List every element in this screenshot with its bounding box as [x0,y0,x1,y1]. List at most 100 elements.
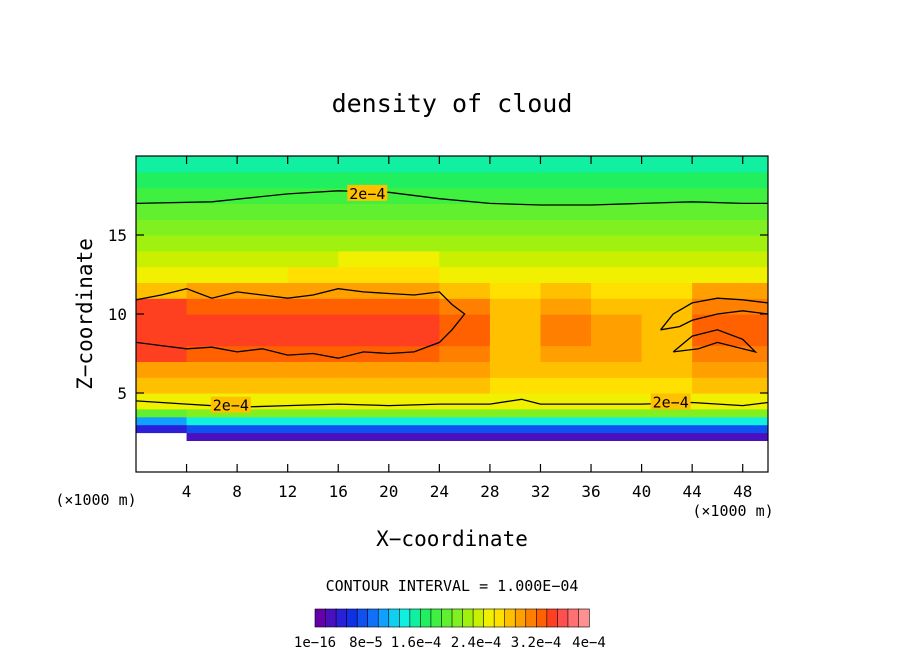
field-cell [641,219,693,236]
field-cell [439,416,491,426]
field-cell [237,282,289,299]
colorbar-swatch [504,608,516,628]
colorbar-swatch [325,608,337,628]
field-cell [489,266,542,283]
field-cell [237,408,289,418]
field-cell [742,329,768,347]
field-cell [641,408,693,418]
field-cell [237,361,289,378]
colorbar [314,608,590,628]
x-axis-ticks: 4 8 12 16 20 24 28 32 36 40 44 48 [182,156,752,501]
field-cell [489,298,542,315]
field-cell [641,432,693,441]
field-cell [489,345,542,362]
x-tick-label: 28 [480,482,499,501]
field-cell [439,298,491,315]
field-cell [237,298,289,315]
field-cell [388,329,440,347]
y-tick-label: 10 [108,305,127,324]
field-cell [692,408,744,418]
colorbar-swatch [578,608,590,628]
field-cell [692,432,744,441]
field-cell [186,235,238,252]
field-cell [439,282,491,299]
field-cell [136,416,188,426]
field-cell [742,187,768,204]
field-cell [338,282,390,299]
field-cell [338,298,390,315]
field-cell [692,345,744,362]
field-cell [540,203,592,220]
colorbar-swatch [493,608,506,628]
field-cell [641,424,693,434]
x-tick-label: 40 [632,482,651,501]
field-cell [692,156,744,173]
field-cell [186,314,238,331]
field-cell [489,432,542,441]
field-cell [742,314,768,331]
field-cell [692,416,744,426]
field-cell [540,219,592,236]
field-cell [489,393,542,410]
field-cell [591,266,643,283]
field-cell [641,235,693,252]
colorbar-tick-label: 1e−16 [294,635,336,651]
field-cell [540,282,592,299]
field-cell [692,361,744,378]
field-cell [237,171,289,189]
field-cell [338,432,390,441]
field-cell [237,424,289,434]
field-cell [287,314,339,331]
colorbar-swatch [536,608,548,628]
field-cell [439,171,491,189]
field-cell [591,424,643,434]
field-cell [186,377,238,394]
field-cell [439,377,491,394]
contour-upper-cloud-edge [136,288,466,359]
field-cell [591,250,643,268]
x-tick-label: 36 [581,482,600,501]
field-cell [136,361,188,378]
field-cell [388,393,440,410]
field-cell [136,377,188,394]
field-cell [591,393,643,410]
colorbar-swatch [356,608,369,628]
x-tick-label: 4 [182,482,192,501]
field-cell [439,250,491,268]
field-cell [591,416,643,426]
field-cell [591,235,643,252]
field-cell [338,416,390,426]
field-cell [186,203,238,220]
field-cell [237,219,289,236]
x-tick-label: 32 [531,482,550,501]
field-cell [237,377,289,394]
field-cell [439,408,491,418]
field-cell [338,235,390,252]
colorbar-swatch [567,608,580,628]
field-cell [388,282,440,299]
field-cell [540,345,592,362]
field-cell [388,203,440,220]
colorbar-swatch [377,608,390,628]
field-cell [136,345,188,362]
field-cell [742,235,768,252]
field-cell [186,432,238,441]
field-cell [287,250,339,268]
field-cell [540,424,592,434]
field-cell [742,361,768,378]
field-cell [742,219,768,236]
colorbar-swatch [399,608,411,628]
field-cell [641,329,693,347]
x-tick-label: 8 [232,482,242,501]
field-cell [439,432,491,441]
field-cell [692,250,744,268]
field-cell [287,203,339,220]
field-cell [742,203,768,220]
field-cell [287,424,339,434]
field-cell [540,250,592,268]
field-cell [540,377,592,394]
field-cell [641,361,693,378]
field-cell [692,298,744,315]
field-cell [489,416,542,426]
cloud-density-field [136,156,768,441]
